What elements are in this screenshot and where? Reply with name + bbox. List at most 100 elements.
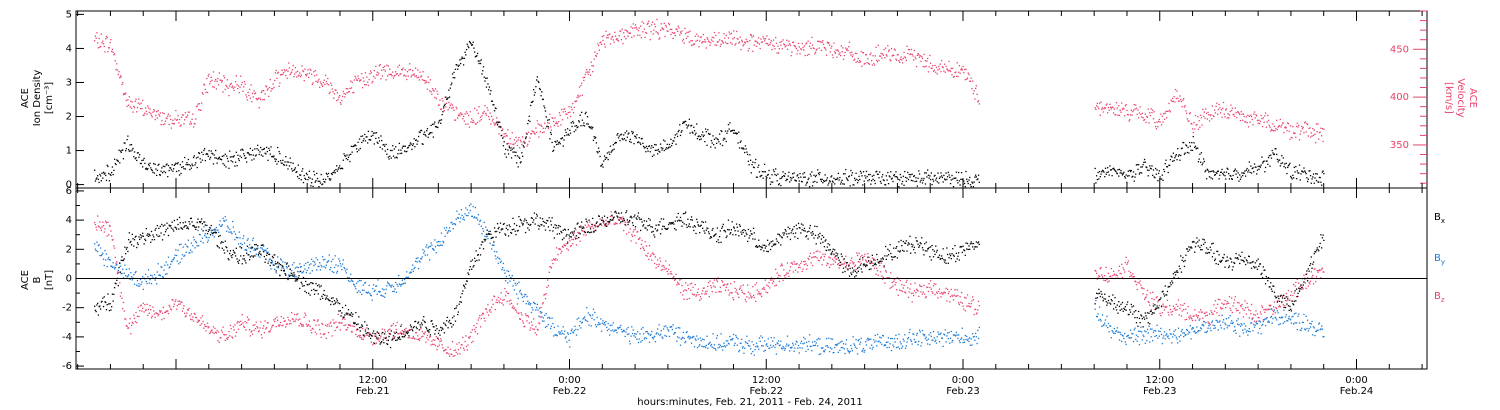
by-point [953,334,955,336]
velocity-point [205,91,207,93]
density-point [374,132,376,134]
density-point [1147,175,1149,177]
velocity-point [1131,114,1133,116]
density-point [1296,170,1298,172]
density-point [337,168,339,170]
velocity-point [481,115,483,117]
by-point [282,267,285,269]
density-point [690,124,693,127]
velocity-point [501,134,503,136]
density-point [1198,158,1200,160]
density-point [135,157,137,159]
velocity-point [958,71,960,73]
by-point [406,271,408,273]
velocity-point [111,48,114,51]
velocity-point [723,33,725,35]
by-point [471,215,474,217]
velocity-point [114,60,116,62]
velocity-point [686,31,688,34]
by-point [960,337,963,339]
by-point [347,279,350,282]
bz-point [230,327,232,330]
velocity-point [751,36,753,38]
density-point [803,176,805,178]
density-point [631,132,634,135]
velocity-point [839,52,841,54]
density-point [546,125,548,128]
by-point [761,345,763,347]
velocity-point [744,42,747,44]
by-point [520,292,522,295]
by-point [1245,331,1248,333]
by-point [977,329,979,332]
density-point [843,183,845,185]
velocity-point [103,45,105,48]
velocity-point [244,83,246,85]
by-point [804,338,806,340]
density-point [632,131,634,133]
density-point [377,142,379,145]
velocity-point [1231,107,1234,109]
velocity-point [358,77,360,80]
by-point [1259,321,1262,323]
by-point [539,310,541,313]
density-point [381,139,383,142]
density-point [155,168,157,170]
by-point [372,284,375,286]
by-point [792,344,795,346]
density-point [457,65,460,67]
density-point [774,173,776,176]
density-point [424,134,426,136]
by-point [920,345,922,347]
density-point [212,153,214,155]
velocity-point [784,46,786,48]
by-point [694,338,696,340]
density-point [349,160,351,163]
density-point [651,145,653,147]
by-point [1120,333,1122,336]
by-point [856,353,859,355]
velocity-point [124,93,126,95]
velocity-point [894,49,896,51]
density-point [1159,176,1161,178]
velocity-point [701,42,703,44]
velocity-point [569,115,572,118]
by-point [1161,342,1163,345]
density-point [370,135,373,137]
velocity-point [944,71,947,73]
density-point [803,171,806,174]
by-point [468,204,471,207]
density-tick-label: 1 [66,146,72,157]
density-point [1285,162,1287,165]
velocity-point [429,79,432,81]
by-point [322,256,324,258]
velocity-point [234,86,236,88]
by-point [862,349,864,351]
velocity-point [1318,131,1321,134]
density-point [938,177,941,180]
density-point [127,135,129,137]
by-point [916,332,918,334]
velocity-point [750,34,752,37]
bz-point [207,327,209,329]
by-point [871,348,873,350]
density-point [1278,159,1281,161]
by-point [642,333,645,335]
by-point [1141,339,1144,341]
velocity-point [745,38,747,40]
by-point [459,217,462,219]
density-point [1294,171,1296,173]
by-point [353,283,355,285]
velocity-point [408,69,410,71]
density-point [710,146,712,148]
density-point [432,136,434,138]
velocity-point [1106,103,1108,105]
density-point [692,132,694,134]
density-point [261,149,263,151]
density-point [268,147,270,150]
by-point [941,337,944,339]
bz-point [222,326,224,328]
density-point [165,164,167,166]
density-point [541,98,544,101]
by-point [501,269,503,271]
